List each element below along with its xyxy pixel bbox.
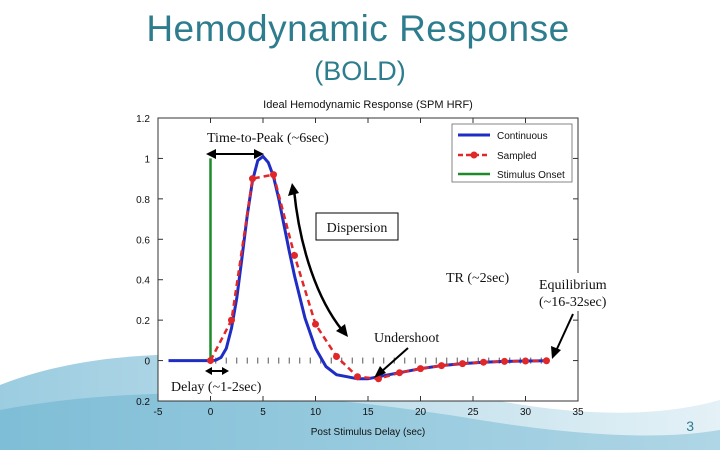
dispersion-arrowhead-top [288,183,299,196]
legend-label-continuous: Continuous [497,131,548,142]
annotations: Time-to-Peak (~6sec) Dispersion TR (~2se… [168,128,621,396]
x-tick-label: 10 [310,407,322,418]
legend-label-sampled: Sampled [497,151,536,162]
delay-label-box [168,378,280,396]
x-tick-label: 25 [467,407,479,418]
y-tick-label: 0.6 [136,235,150,246]
x-axis-label: Post Stimulus Delay (sec) [311,427,425,438]
x-tick-label: 15 [362,407,374,418]
delay-arrowhead-right [222,367,229,375]
legend-marker-sampled [470,151,478,159]
x-tick-label: 30 [520,407,532,418]
x-tick-label: -5 [154,407,163,418]
equilibrium-label-line1: Equilibrium [539,278,607,293]
y-axis: 1.2 1 0.8 0.6 0.4 0.2 0 0.2 [136,114,578,408]
dispersion-label: Dispersion [327,221,388,236]
sampled-point [312,320,319,328]
time-to-peak-arrowhead-right [254,149,264,159]
equilibrium-arrowhead [551,346,561,359]
tr-label-box [444,268,522,288]
chart-title: Ideal Hemodynamic Response (SPM HRF) [263,99,473,111]
sampled-point [270,171,277,179]
sampled-points [207,171,550,383]
sampled-point [543,357,550,365]
sampled-point [480,358,487,366]
dispersion-arrow [292,189,343,331]
x-tick-label: 20 [415,407,427,418]
dispersion-label-box [315,212,399,241]
undershoot-label: Undershoot [374,331,439,346]
y-tick-label: 1.2 [136,114,150,125]
delay-arrowhead-left [205,367,212,375]
x-tick-label: 0 [208,407,214,418]
equilibrium-arrow [555,313,574,352]
sampled-point [291,251,298,259]
sampled-point [354,373,361,381]
y-tick-label: 0.2 [136,316,150,327]
background-wave-2 [0,393,720,450]
undershoot-arrow [380,347,409,373]
legend-label-stimulus: Stimulus Onset [497,170,565,181]
tr-label: TR (~2sec) [446,271,510,286]
x-tick-label: 35 [572,407,584,418]
legend: Continuous Sampled Stimulus Onset [451,123,573,183]
y-tick-label: 1 [144,154,150,165]
equilibrium-label-line2: (~16-32sec) [539,295,607,310]
sampled-point [396,369,403,377]
page-number: 3 [686,418,694,434]
sampled-point [501,357,508,365]
delay-label: Delay (~1-2sec) [171,380,262,395]
undershoot-label-box [372,329,454,347]
x-axis: -5 0 5 10 15 20 25 30 35 [154,118,584,418]
sampled-point [333,353,340,361]
slide-title: Hemodynamic Response [146,8,570,49]
sampled-point [228,316,235,324]
time-to-peak-arrowhead-left [206,149,216,159]
y-tick-label: 0.2 [136,397,150,408]
sampled-point [417,365,424,373]
sampled-point [207,357,214,365]
slide-subtitle: (BOLD) [314,56,406,86]
time-to-peak-label: Time-to-Peak (~6sec) [207,131,329,146]
x-tick-label: 5 [260,407,266,418]
undershoot-arrowhead [374,366,386,378]
y-tick-label: 0 [144,357,150,368]
sampled-point [522,357,529,365]
sampled-point [375,375,382,383]
time-to-peak-label-box [205,128,353,148]
y-tick-label: 0.4 [136,276,150,287]
sampled-point [438,362,445,370]
y-tick-label: 0.8 [136,195,150,206]
dispersion-arrowhead-bottom [336,324,348,337]
sampled-point [459,360,466,368]
equilibrium-label-box [537,273,621,311]
sampled-point [249,175,256,183]
